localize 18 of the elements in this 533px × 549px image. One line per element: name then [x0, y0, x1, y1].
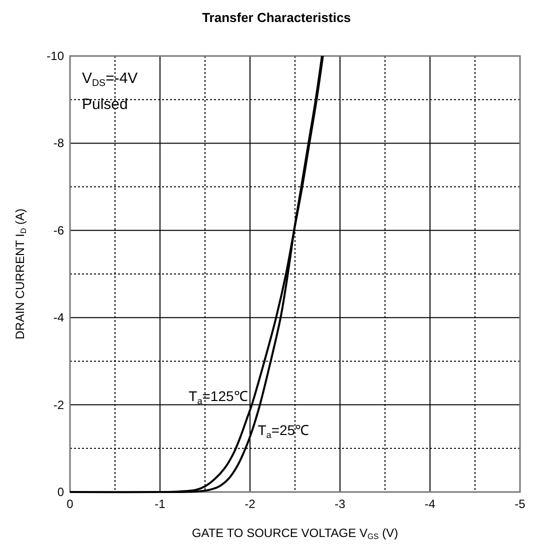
annotation: Pulsed — [82, 96, 128, 113]
y-tick-label: -10 — [46, 49, 64, 63]
y-tick-label: -4 — [53, 310, 64, 325]
y-tick-label: 0 — [57, 485, 64, 499]
x-tick-label: -5 — [514, 497, 526, 511]
x-tick-label: -3 — [334, 497, 346, 511]
series-label: T$_{a}$=25℃ — [258, 422, 310, 440]
chart-title: Transfer Characteristics — [202, 10, 351, 25]
y-tick-label: -8 — [53, 136, 64, 150]
x-tick-label: -4 — [424, 497, 436, 511]
y-tick-label: -6 — [53, 223, 64, 238]
annotation: V$_{DS}$=-4V — [82, 70, 138, 89]
y-tick-label: -2 — [53, 398, 64, 412]
x-tick-label: -1 — [154, 497, 166, 511]
x-axis-title: GATE TO SOURCE VOLTAGE V$_{GS}$ (V) — [192, 526, 398, 542]
x-tick-label: -2 — [244, 497, 256, 511]
x-tick-label: 0 — [66, 497, 74, 511]
series-label: T$_{a}$=125℃ — [188, 388, 248, 406]
